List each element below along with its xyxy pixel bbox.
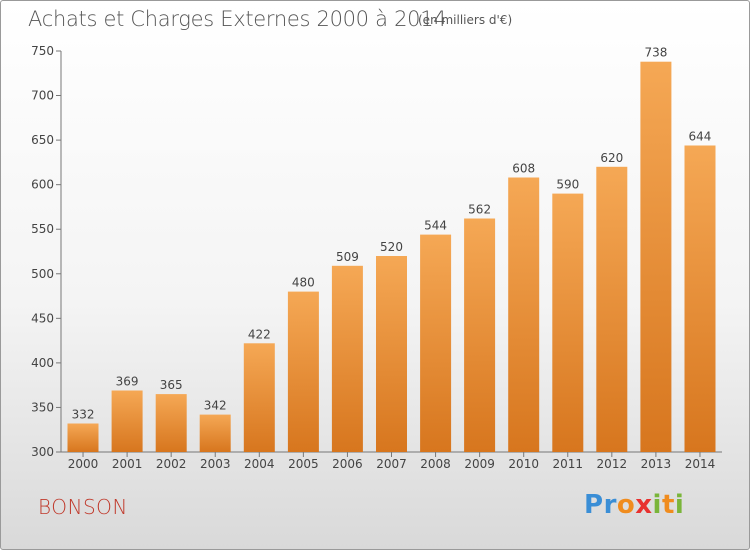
axes: 300 350 400 450 500 550 600 650 700 750 xyxy=(31,44,722,459)
data-label: 342 xyxy=(204,399,227,413)
y-tick-label: 700 xyxy=(31,89,54,103)
bar xyxy=(376,256,407,452)
location-name: BONSON xyxy=(38,495,128,519)
logo-letter: r xyxy=(603,490,617,520)
proxiti-logo[interactable]: Proxiti xyxy=(584,490,684,520)
x-tick-label: 2004 xyxy=(244,457,275,471)
bar xyxy=(508,177,540,452)
x-tick-label: 2011 xyxy=(552,457,583,471)
bar xyxy=(596,166,628,453)
labels: 2000 332 2001 369 2002 365 2003 342 2004 422 2005 4… xyxy=(68,46,715,471)
data-label: 738 xyxy=(644,46,667,60)
y-tick-label: 500 xyxy=(31,267,54,281)
x-tick-label: 2013 xyxy=(641,457,672,471)
y-tick-label: 750 xyxy=(31,44,54,58)
x-tick-label: 2003 xyxy=(200,457,231,471)
bar xyxy=(199,414,231,452)
x-tick-label: 2006 xyxy=(332,457,363,471)
data-label: 509 xyxy=(336,250,359,264)
bar xyxy=(287,291,319,452)
data-label: 369 xyxy=(116,375,139,389)
y-tick-label: 450 xyxy=(31,311,54,325)
bar xyxy=(331,265,363,452)
x-tick-label: 2012 xyxy=(597,457,628,471)
logo-letter: x xyxy=(635,490,653,520)
bar xyxy=(420,234,452,452)
chart-subtitle: (en milliers d'€) xyxy=(418,13,513,27)
x-tick-label: 2010 xyxy=(508,457,539,471)
y-tick-label: 400 xyxy=(31,356,54,370)
logo-letter: i xyxy=(652,490,662,520)
bars xyxy=(67,61,716,453)
data-label: 332 xyxy=(72,407,95,421)
data-label: 480 xyxy=(292,276,315,290)
x-tick-label: 2001 xyxy=(112,457,143,471)
bar xyxy=(464,218,496,452)
bar xyxy=(684,145,716,452)
x-tick-label: 2002 xyxy=(156,457,187,471)
data-label: 520 xyxy=(380,240,403,254)
y-tick-label: 550 xyxy=(31,222,54,236)
bar xyxy=(155,394,187,452)
logo-letter: t xyxy=(661,490,675,520)
x-tick-label: 2009 xyxy=(464,457,495,471)
x-tick-label: 2007 xyxy=(376,457,407,471)
data-label: 608 xyxy=(512,162,535,176)
data-label: 620 xyxy=(600,151,623,165)
bar xyxy=(67,423,99,452)
data-label: 644 xyxy=(689,129,712,143)
y-tick-label: 600 xyxy=(31,178,54,192)
data-label: 422 xyxy=(248,327,271,341)
data-label: 590 xyxy=(556,178,579,192)
bar xyxy=(552,193,584,452)
bar xyxy=(243,343,275,452)
y-tick-label: 350 xyxy=(31,400,54,414)
bar xyxy=(111,390,143,452)
x-tick-label: 2000 xyxy=(68,457,99,471)
logo-letter: P xyxy=(584,490,604,520)
bar xyxy=(640,61,672,452)
data-label: 365 xyxy=(160,378,183,392)
logo-letter: o xyxy=(616,490,636,520)
x-tick-label: 2008 xyxy=(420,457,451,471)
data-label: 544 xyxy=(424,219,447,233)
y-tick-label: 650 xyxy=(31,133,54,147)
x-tick-label: 2014 xyxy=(685,457,716,471)
data-label: 562 xyxy=(468,203,491,217)
chart-title: Achats et Charges Externes 2000 à 2014 xyxy=(28,7,447,31)
x-tick-label: 2005 xyxy=(288,457,319,471)
logo-letter: i xyxy=(674,490,685,520)
y-tick-label: 300 xyxy=(31,445,54,459)
